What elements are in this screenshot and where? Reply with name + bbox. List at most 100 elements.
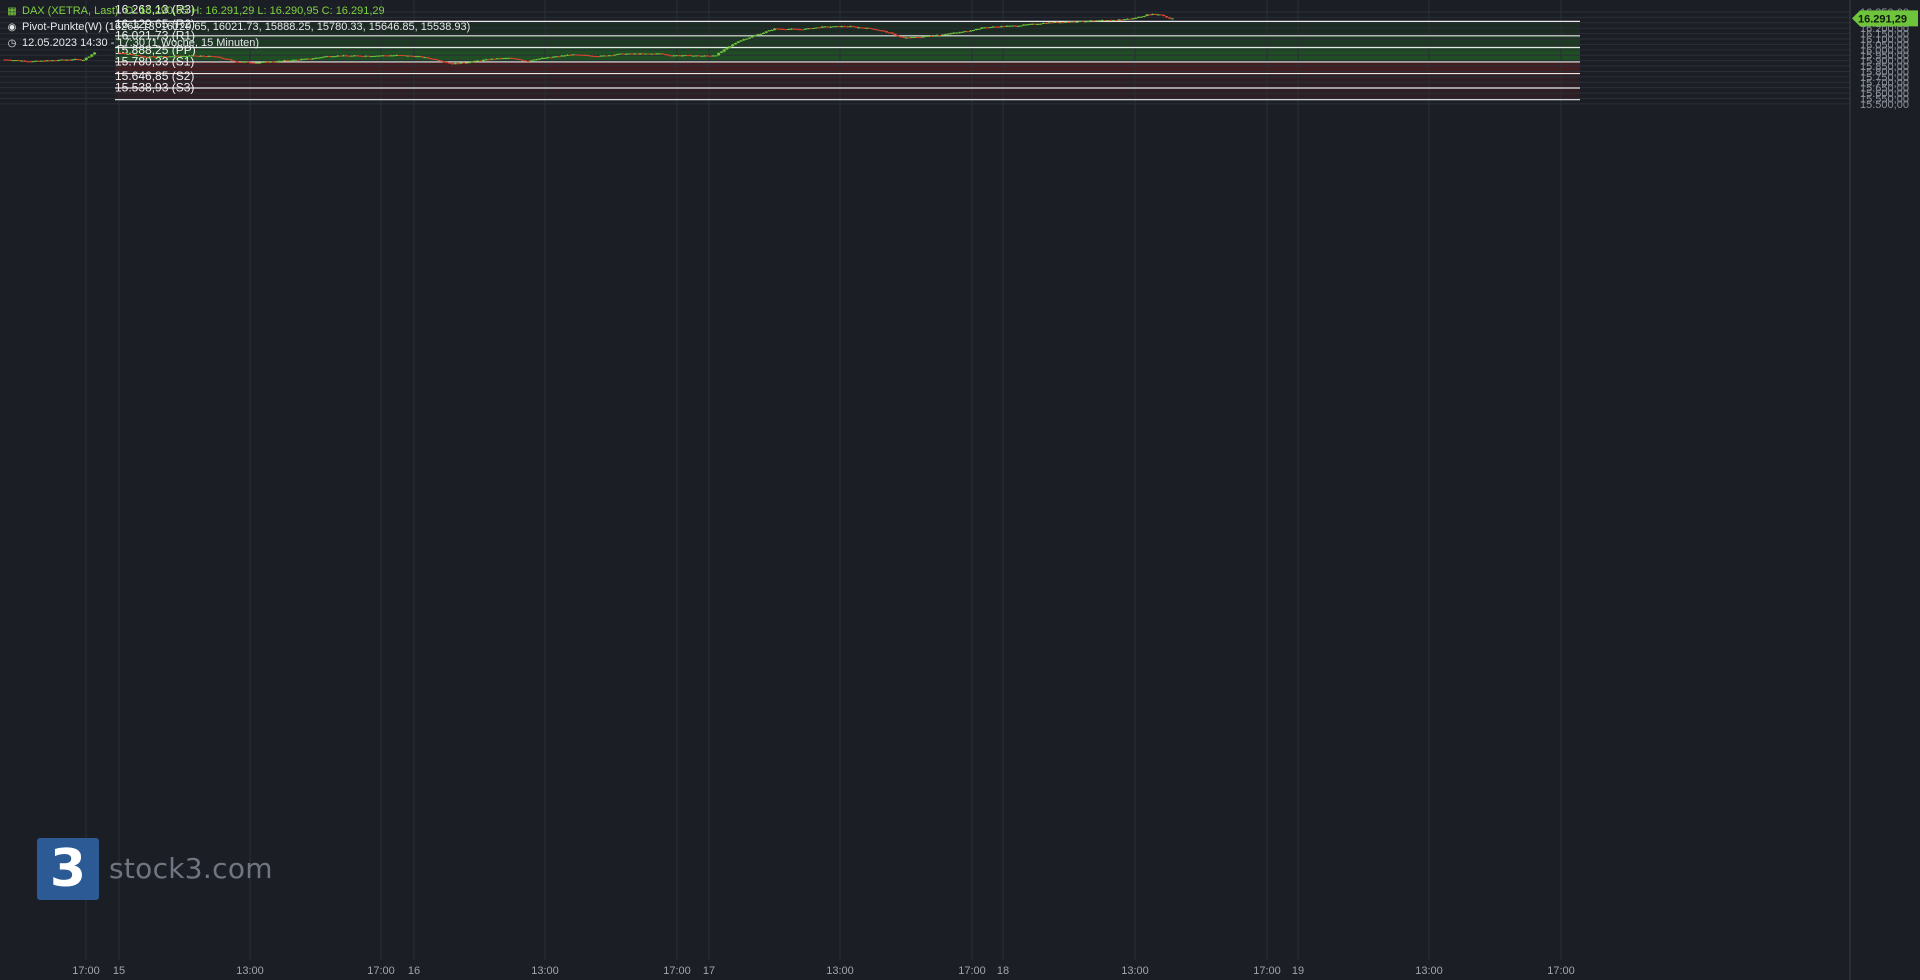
candle-body bbox=[532, 59, 536, 61]
candle-body bbox=[456, 63, 460, 65]
stock3-logo: 3 bbox=[37, 838, 99, 900]
candle-body bbox=[330, 56, 334, 58]
candle-body bbox=[53, 60, 57, 62]
candle-body bbox=[1058, 22, 1062, 24]
candle-body bbox=[1067, 21, 1071, 23]
candle-body bbox=[725, 47, 729, 50]
candle-body bbox=[1002, 26, 1006, 28]
candle-body bbox=[571, 54, 575, 56]
candle-body bbox=[683, 55, 687, 57]
last-price-label: 16.291,29 bbox=[1858, 13, 1907, 25]
x-tick-label: 18 bbox=[997, 965, 1009, 977]
instrument-header: ▦ DAX (XETRA, Last) O: 16.290,95 H: 16.29… bbox=[6, 4, 384, 19]
candle-body bbox=[876, 29, 880, 31]
y-tick-label: 15.500,00 bbox=[1860, 99, 1909, 111]
y-tick-label: 15.950,00 bbox=[1860, 50, 1909, 62]
candle-body bbox=[23, 60, 27, 62]
candle-body bbox=[1167, 17, 1171, 19]
candle-body bbox=[339, 55, 343, 57]
candle-body bbox=[675, 55, 679, 57]
pivot-label-s3: 15.538,93 (S3) bbox=[115, 81, 194, 95]
candle-body bbox=[257, 62, 261, 64]
x-tick-label: 17:00 bbox=[958, 965, 986, 977]
candle-body bbox=[305, 58, 309, 60]
candle-body bbox=[473, 60, 477, 62]
candle-body bbox=[672, 55, 676, 57]
candle-body bbox=[574, 54, 578, 56]
candle-body bbox=[238, 61, 242, 63]
candle-body bbox=[11, 60, 15, 62]
candle-body bbox=[9, 59, 13, 61]
candle-body bbox=[717, 52, 721, 56]
candle-body bbox=[938, 34, 942, 36]
candle-body bbox=[1137, 16, 1141, 18]
candle-body bbox=[714, 55, 718, 57]
zone-r1-pp bbox=[115, 47, 1580, 62]
candle-body bbox=[1083, 21, 1087, 23]
candle-body bbox=[266, 61, 270, 63]
candle-body bbox=[817, 27, 821, 29]
candle-body bbox=[1156, 14, 1160, 16]
pivot-label-pp: 15.888,25 (PP) bbox=[115, 43, 196, 57]
candle-body bbox=[565, 54, 569, 56]
candle-body bbox=[689, 55, 693, 57]
candle-body bbox=[260, 62, 264, 64]
candle-body bbox=[48, 60, 52, 62]
candle-body bbox=[129, 53, 133, 55]
candle-body bbox=[1151, 13, 1155, 15]
candle-body bbox=[56, 60, 60, 62]
candle-body bbox=[1125, 18, 1129, 20]
candle-body bbox=[831, 26, 835, 28]
candle-body bbox=[1120, 19, 1124, 21]
candle-body bbox=[585, 54, 589, 56]
zone-s1-s3 bbox=[115, 73, 1580, 100]
candle-body bbox=[207, 55, 211, 57]
candle-body bbox=[941, 34, 945, 36]
candle-body bbox=[341, 55, 345, 57]
candle-body bbox=[241, 61, 245, 63]
candle-body bbox=[551, 56, 555, 58]
candle-body bbox=[742, 39, 746, 41]
candle-body bbox=[767, 30, 771, 32]
clock-icon: ◷ bbox=[7, 38, 17, 49]
candle-body bbox=[638, 53, 642, 55]
candle-body bbox=[140, 55, 144, 57]
candle-body bbox=[596, 56, 600, 58]
x-tick-label: 17:00 bbox=[663, 965, 691, 977]
candle-body bbox=[39, 60, 43, 62]
pivot-zones bbox=[115, 21, 1580, 100]
candle-body bbox=[991, 26, 995, 28]
candle-body bbox=[137, 55, 141, 57]
candle-body bbox=[1145, 14, 1149, 17]
candle-body bbox=[1044, 22, 1048, 24]
candle-body bbox=[3, 59, 7, 61]
candle-body bbox=[364, 55, 368, 57]
candle-body bbox=[255, 62, 259, 64]
candle-body bbox=[621, 53, 625, 55]
candle-body bbox=[529, 60, 533, 62]
instrument-name: DAX (XETRA, Last) bbox=[22, 5, 119, 17]
candle-body bbox=[131, 54, 135, 56]
candle-body bbox=[176, 55, 180, 57]
candle-body bbox=[677, 55, 681, 57]
candle-body bbox=[593, 55, 597, 57]
period-range: 12.05.2023 14:30 - 17:30 (1 Woche, 15 Mi… bbox=[22, 37, 260, 49]
candle-body bbox=[285, 60, 289, 62]
candle-body bbox=[787, 29, 791, 31]
candle-body bbox=[801, 29, 805, 31]
candle-body bbox=[616, 53, 620, 55]
candle-body bbox=[848, 26, 852, 28]
candle-body bbox=[1069, 21, 1073, 23]
candle-body bbox=[851, 26, 855, 28]
candle-body bbox=[568, 54, 572, 56]
candle-body bbox=[123, 52, 127, 55]
candle-body bbox=[691, 55, 695, 57]
x-tick-label: 17:00 bbox=[72, 965, 100, 977]
candle-body bbox=[826, 26, 830, 28]
candle-body bbox=[1109, 20, 1113, 22]
candle-body bbox=[151, 56, 155, 58]
x-tick-label: 17:00 bbox=[367, 965, 395, 977]
y-tick-label: 15.700,00 bbox=[1860, 77, 1909, 89]
